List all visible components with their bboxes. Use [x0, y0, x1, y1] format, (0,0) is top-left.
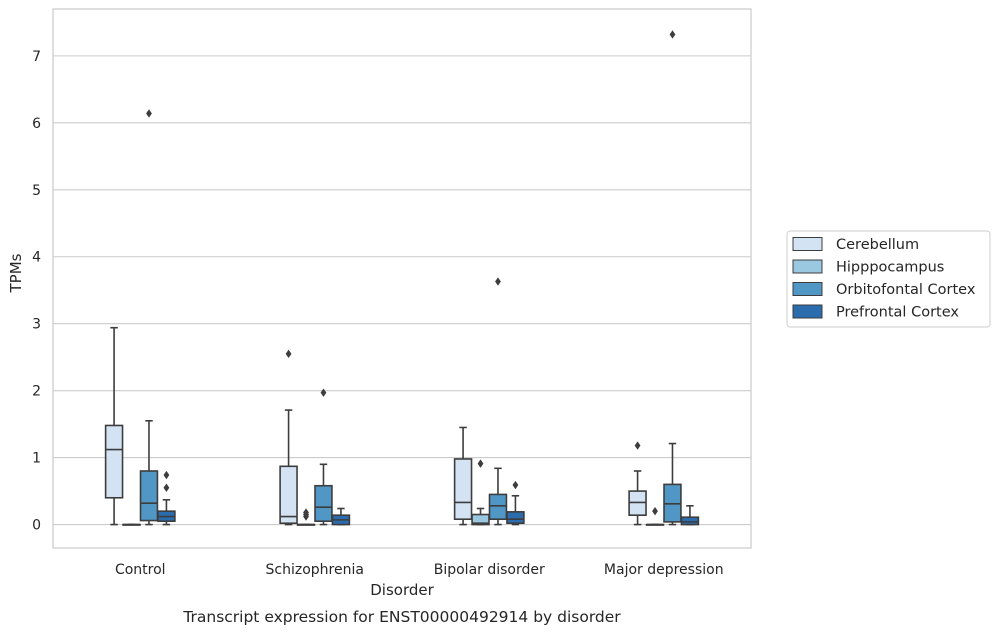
- legend-swatch: [792, 304, 823, 319]
- legend-item: Cerebellum: [792, 237, 919, 253]
- box: [645, 506, 665, 526]
- x-tick-label: Schizophrenia: [266, 562, 364, 578]
- box: [104, 326, 124, 526]
- box-series-layer: [104, 30, 700, 526]
- box-body: [139, 470, 159, 522]
- outlier-point: [163, 470, 170, 480]
- series-hipppocampus: [122, 459, 665, 526]
- legend-swatch: [792, 237, 823, 251]
- x-axis-label: Disorder: [370, 581, 434, 599]
- outlier-point: [652, 506, 658, 516]
- box-body: [506, 511, 525, 525]
- legend-swatch: [792, 259, 823, 274]
- legend-swatch: [792, 282, 823, 296]
- box-body: [279, 465, 298, 525]
- box: [139, 109, 159, 526]
- box: [279, 349, 298, 526]
- box: [628, 441, 647, 526]
- legend-items: Cerebellum Hipppocampus Orbitofontal Corte…: [792, 237, 976, 321]
- legend-item: Orbitofontal Cortex: [792, 282, 976, 298]
- x-tick-label: Major depression: [604, 562, 724, 578]
- plot-area-frame: [52, 8, 752, 549]
- outlier-point: [146, 109, 152, 118]
- outlier-point: [163, 483, 170, 492]
- box-body: [488, 493, 508, 521]
- box-body: [453, 458, 473, 521]
- y-tick-label: 7: [32, 49, 41, 65]
- y-axis-label: TPMs: [7, 253, 25, 293]
- y-tick-label: 3: [32, 317, 41, 333]
- series-cerebellum: [104, 326, 647, 526]
- series-prefrontal-cortex: [157, 470, 700, 526]
- legend-item: Prefrontal Cortex: [792, 304, 959, 321]
- y-tick-label: 4: [32, 250, 41, 266]
- x-tick-label: Control: [115, 562, 166, 578]
- legend: Cerebellum Hipppocampus Orbitofontal Corte…: [786, 230, 991, 328]
- outlier-point: [512, 480, 519, 490]
- box: [453, 426, 473, 526]
- legend-frame: [786, 230, 991, 328]
- legend-label: Hipppocampus: [836, 260, 944, 276]
- x-tick-label: Bipolar disorder: [434, 562, 545, 578]
- box: [296, 508, 316, 526]
- y-tick-label: 1: [32, 451, 41, 467]
- outlier-point: [303, 508, 309, 517]
- chart-caption: Transcript expression for ENST0000049291…: [182, 608, 621, 626]
- box-body: [104, 424, 124, 499]
- legend-item: Hipppocampus: [792, 259, 944, 276]
- y-axis-ticks: 0 1 2 3 4 5 6 7: [32, 49, 41, 534]
- box: [680, 505, 700, 526]
- outlier-point: [669, 30, 676, 39]
- outlier-point: [285, 349, 292, 359]
- box: [506, 480, 525, 526]
- box: [663, 30, 682, 526]
- box: [122, 523, 141, 526]
- box: [488, 277, 508, 526]
- legend-label: Cerebellum: [836, 237, 919, 253]
- outlier-point: [634, 441, 641, 450]
- x-axis-ticks: Control Schizophrenia Bipolar disorder Majo…: [115, 562, 724, 578]
- gridlines: [53, 55, 751, 526]
- legend-label: Prefrontal Cortex: [836, 305, 959, 321]
- y-tick-label: 2: [32, 384, 41, 400]
- box-body: [314, 484, 333, 523]
- box: [331, 507, 351, 526]
- outlier-point: [320, 388, 327, 397]
- outlier-point: [495, 277, 501, 286]
- box: [314, 388, 333, 526]
- box: [471, 459, 490, 526]
- y-tick-label: 0: [32, 518, 41, 534]
- y-tick-label: 6: [32, 116, 41, 132]
- box-body: [680, 516, 700, 526]
- outlier-point: [477, 459, 484, 468]
- legend-label: Orbitofontal Cortex: [836, 282, 976, 298]
- y-tick-label: 5: [32, 183, 41, 199]
- series-orbitofontal-cortex: [139, 30, 682, 526]
- box: [157, 470, 176, 526]
